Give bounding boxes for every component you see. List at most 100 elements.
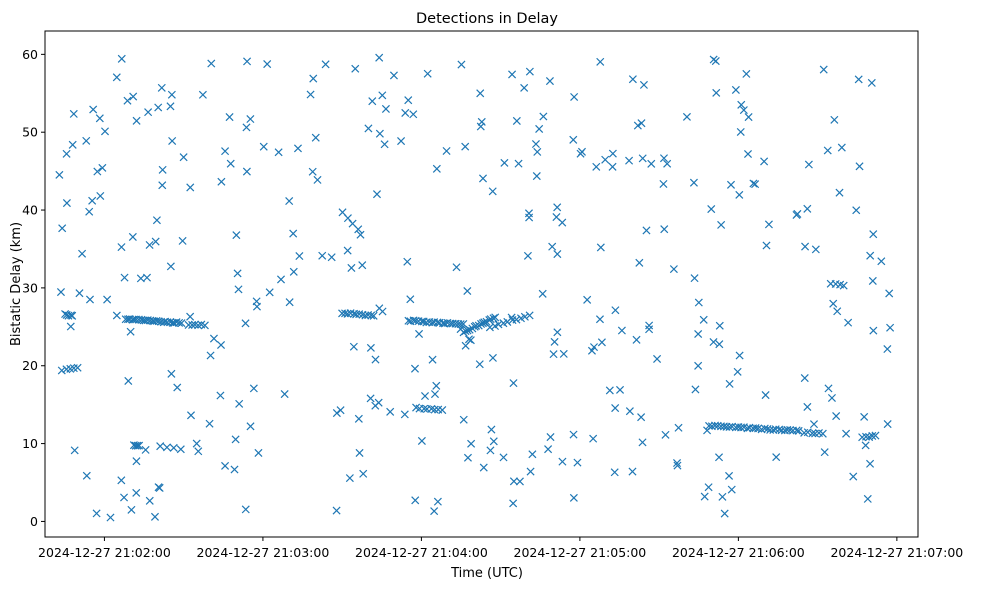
detection-point — [461, 142, 470, 151]
detection-point — [403, 257, 412, 266]
detection-point — [179, 153, 188, 162]
detection-point — [672, 458, 682, 468]
detection-point — [479, 463, 488, 472]
detection-point — [57, 366, 66, 375]
detection-point — [514, 159, 523, 168]
detection-point — [336, 406, 345, 415]
detection-point — [263, 60, 272, 69]
detection-point — [420, 392, 430, 401]
detection-point — [645, 321, 654, 330]
detection-point — [95, 114, 104, 123]
detection-point — [818, 429, 827, 438]
detection-point — [274, 148, 283, 157]
detection-point — [459, 319, 468, 329]
detection-point — [166, 102, 175, 111]
data-points — [55, 53, 895, 522]
detection-point — [190, 320, 199, 329]
detection-point — [764, 220, 773, 229]
y-tick-label: 50 — [22, 125, 38, 140]
detection-point — [808, 429, 817, 438]
detection-point — [186, 411, 196, 420]
y-tick-label: 40 — [22, 203, 38, 218]
detection-point — [428, 355, 437, 364]
detection-point — [411, 496, 420, 505]
detection-point — [617, 326, 626, 335]
detection-point — [647, 159, 656, 168]
detection-point — [712, 88, 721, 97]
detection-point — [289, 229, 298, 238]
detection-point — [409, 110, 418, 119]
detection-point — [133, 441, 142, 450]
detection-point — [186, 183, 195, 192]
detection-point — [553, 203, 562, 212]
detection-point — [129, 92, 138, 101]
detection-point — [452, 263, 461, 272]
detection-point — [871, 431, 880, 440]
detection-point — [548, 242, 557, 251]
detection-point — [374, 398, 383, 407]
detection-point — [550, 337, 559, 346]
detection-point — [659, 179, 668, 189]
detection-point — [194, 321, 203, 330]
detection-point — [176, 445, 185, 454]
detection-point — [601, 155, 610, 164]
detection-point — [628, 75, 637, 84]
detection-point — [694, 298, 703, 307]
detection-point — [154, 103, 163, 112]
detection-point — [359, 469, 368, 478]
detection-point — [583, 295, 592, 304]
detection-point — [347, 263, 356, 272]
detection-point — [689, 178, 698, 187]
detection-point — [546, 433, 555, 442]
detection-point — [535, 124, 544, 133]
detection-point — [638, 154, 647, 163]
detection-point — [804, 160, 813, 169]
detection-point — [596, 243, 605, 252]
detection-point — [635, 258, 644, 267]
detection-point — [295, 252, 304, 261]
detection-point — [135, 441, 144, 450]
detection-point — [432, 381, 441, 390]
detection-point — [597, 338, 606, 347]
detection-point — [178, 236, 187, 245]
detection-point — [100, 127, 110, 136]
detection-point — [545, 77, 554, 86]
detection-point — [800, 374, 809, 383]
detection-point — [608, 162, 617, 171]
detection-point — [625, 407, 634, 416]
detection-point — [242, 167, 251, 176]
detection-point — [389, 71, 398, 80]
detection-point — [241, 319, 250, 328]
detection-point — [660, 225, 669, 234]
detection-point — [88, 196, 97, 205]
detection-point — [246, 115, 255, 124]
detection-point — [106, 513, 115, 522]
detection-point — [794, 426, 803, 435]
detection-point — [520, 83, 529, 92]
detection-point — [523, 251, 532, 260]
detection-point — [661, 430, 670, 439]
detection-point — [844, 318, 853, 327]
detection-point — [703, 426, 712, 435]
detection-point — [364, 124, 373, 133]
detection-point — [386, 407, 395, 416]
detection-point — [486, 315, 495, 324]
detection-point — [354, 225, 363, 234]
detection-point — [820, 448, 829, 457]
detection-point — [860, 412, 869, 421]
detection-point — [749, 179, 758, 188]
detection-point — [128, 232, 137, 241]
detection-point — [406, 295, 415, 304]
detection-point — [123, 96, 132, 105]
detection-point — [152, 216, 161, 225]
detection-point — [570, 92, 579, 101]
x-tick-label: 2024-12-27 21:04:00 — [355, 545, 488, 560]
detection-point — [70, 446, 79, 455]
detection-point — [809, 420, 819, 429]
detection-point — [751, 424, 760, 433]
detection-point — [715, 321, 724, 330]
detection-point — [354, 414, 363, 423]
detection-point — [173, 383, 182, 392]
detection-point — [869, 230, 878, 239]
detection-point — [811, 245, 820, 254]
